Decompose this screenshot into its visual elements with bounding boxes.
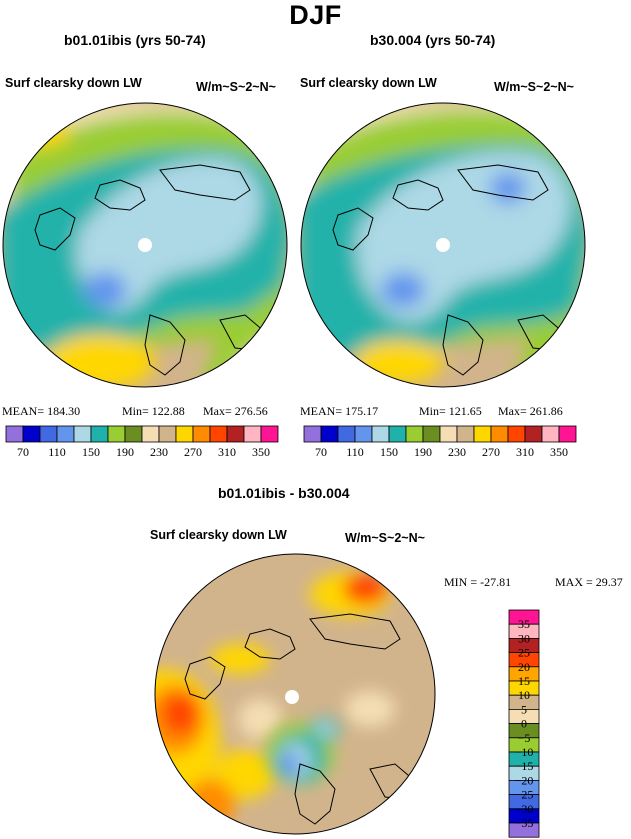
panel1-mean: MEAN= 184.30 bbox=[2, 404, 81, 418]
panel1-colorbar-box bbox=[175, 425, 194, 443]
panel1-colorbar-box bbox=[56, 425, 75, 443]
panel3-min: MIN = -27.81 bbox=[444, 575, 512, 589]
panel2-variable-label: Surf clearsky down LW bbox=[300, 76, 437, 90]
panel2-max: Max= 261.86 bbox=[498, 404, 563, 418]
panel2-colorbar-tick-label: 350 bbox=[550, 445, 568, 459]
panel1-colorbar-box bbox=[243, 425, 262, 443]
panel2-colorbar-box bbox=[558, 425, 577, 443]
panel2-colorbar-box bbox=[524, 425, 543, 443]
panel3-colorbar-tick-label: 35 bbox=[518, 617, 530, 631]
panel1-colorbar-tick-label: 230 bbox=[150, 445, 168, 459]
panel1-colorbar-box bbox=[5, 425, 24, 443]
panel2-units-label: W/m~S~2~N~ bbox=[494, 80, 574, 94]
panel2-colorbar-tick-label: 110 bbox=[346, 445, 364, 459]
panel3-colorbar-tick-label: −15 bbox=[515, 759, 534, 773]
panel3-colorbar-tick-label: −30 bbox=[515, 802, 534, 816]
panel2-colorbar-box bbox=[337, 425, 356, 443]
main-title: DJF bbox=[289, 0, 342, 30]
panel1-colorbar-tick-label: 190 bbox=[116, 445, 134, 459]
panel2-colorbar-box bbox=[541, 425, 560, 443]
panel1-colorbar-box bbox=[39, 425, 58, 443]
panel2-colorbar-box bbox=[507, 425, 526, 443]
panel1-min: Min= 122.88 bbox=[122, 404, 185, 418]
panel1-polar-map bbox=[2, 102, 288, 388]
panel1-colorbar-tick-label: 270 bbox=[184, 445, 202, 459]
panel2-colorbar-tick-label: 150 bbox=[380, 445, 398, 459]
panel2-mean: MEAN= 175.17 bbox=[300, 404, 379, 418]
panel2-colorbar-tick-label: 70 bbox=[315, 445, 327, 459]
panel2-colorbar-box bbox=[320, 425, 339, 443]
panel1-colorbar-box bbox=[107, 425, 126, 443]
panel1-colorbar-box bbox=[226, 425, 245, 443]
panel3-colorbar-tick-label: 30 bbox=[518, 631, 530, 645]
panel3-colorbar-tick-label: 20 bbox=[518, 660, 530, 674]
panel1-units-label: W/m~S~2~N~ bbox=[196, 80, 276, 94]
panel3-colorbar-box bbox=[508, 822, 540, 838]
panel3-colorbar-tick-label: 5 bbox=[521, 702, 527, 716]
panel3-units-label: W/m~S~2~N~ bbox=[345, 531, 425, 545]
panel2-colorbar-box bbox=[456, 425, 475, 443]
panel2-colorbar-tick-label: 190 bbox=[414, 445, 432, 459]
panel3-colorbar-tick-label: 0 bbox=[521, 717, 527, 731]
panel3-variable-label: Surf clearsky down LW bbox=[150, 528, 287, 542]
panel2-polar-map bbox=[300, 102, 586, 388]
panel1-colorbar-box bbox=[90, 425, 109, 443]
panel2-min: Min= 121.65 bbox=[419, 404, 482, 418]
panel2-colorbar: 70 110 150 190 230 270 310 350 bbox=[303, 425, 577, 459]
panel1-colorbar: 70 110 150 190 230 270 310 350 bbox=[5, 425, 279, 459]
panel1-colorbar-box bbox=[158, 425, 177, 443]
panel2-colorbar-box bbox=[354, 425, 373, 443]
panel1-title: b01.01ibis (yrs 50-74) bbox=[64, 32, 206, 48]
panel2-colorbar-box bbox=[439, 425, 458, 443]
panel1-colorbar-tick-label: 70 bbox=[17, 445, 29, 459]
panel3-colorbar-tick-label: −20 bbox=[515, 773, 534, 787]
panel3-colorbar-tick-label: −5 bbox=[518, 731, 531, 745]
panel1-colorbar-box bbox=[141, 425, 160, 443]
panel1-colorbar-tick-label: 350 bbox=[252, 445, 270, 459]
panel1-colorbar-box bbox=[260, 425, 279, 443]
panel1-colorbar-box bbox=[209, 425, 228, 443]
panel1-colorbar-tick-label: 310 bbox=[218, 445, 236, 459]
panel3-colorbar-tick-label: −10 bbox=[515, 745, 534, 759]
panel1-variable-label: Surf clearsky down LW bbox=[5, 76, 142, 90]
panel2-colorbar-box bbox=[422, 425, 441, 443]
panel2-colorbar-box bbox=[303, 425, 322, 443]
panel3-colorbar-tick-label: 25 bbox=[518, 646, 530, 660]
panel2-colorbar-tick-label: 310 bbox=[516, 445, 534, 459]
panel1-colorbar-box bbox=[192, 425, 211, 443]
panel2-title: b30.004 (yrs 50-74) bbox=[370, 32, 496, 48]
panel3-polar-map bbox=[154, 553, 436, 835]
panel2-colorbar-box bbox=[388, 425, 407, 443]
panel3-colorbar-tick-label: −35 bbox=[515, 816, 534, 830]
panel2-colorbar-tick-label: 270 bbox=[482, 445, 500, 459]
panel2-colorbar-box bbox=[490, 425, 509, 443]
panel1-colorbar-tick-label: 110 bbox=[48, 445, 66, 459]
panel2-colorbar-box bbox=[371, 425, 390, 443]
panel3-colorbar-tick-label: −25 bbox=[515, 788, 534, 802]
panel3-colorbar-tick-label: 10 bbox=[518, 688, 530, 702]
panel1-colorbar-tick-label: 150 bbox=[82, 445, 100, 459]
panel1-colorbar-box bbox=[124, 425, 143, 443]
panel2-colorbar-box bbox=[405, 425, 424, 443]
panel2-colorbar-box bbox=[473, 425, 492, 443]
panel3-title: b01.01ibis - b30.004 bbox=[218, 485, 350, 501]
panel1-colorbar-box bbox=[22, 425, 41, 443]
panel3-max: MAX = 29.37 bbox=[555, 575, 623, 589]
panel3-colorbar-tick-label: 15 bbox=[518, 674, 530, 688]
panel1-colorbar-box bbox=[73, 425, 92, 443]
panel2-colorbar-tick-label: 230 bbox=[448, 445, 466, 459]
panel1-max: Max= 276.56 bbox=[203, 404, 268, 418]
